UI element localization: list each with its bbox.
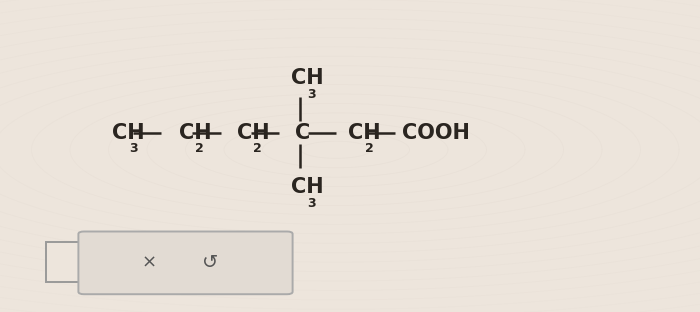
Text: C: C	[295, 123, 311, 143]
Text: 2: 2	[195, 142, 204, 155]
Text: ↺: ↺	[202, 253, 218, 272]
Text: CH: CH	[348, 123, 381, 143]
Text: CH: CH	[290, 177, 323, 197]
Text: 3: 3	[307, 197, 316, 210]
Text: CH: CH	[112, 123, 145, 143]
Text: CH: CH	[290, 68, 323, 88]
Text: CH: CH	[178, 123, 211, 143]
Text: 3: 3	[129, 142, 137, 155]
Text: ×: ×	[141, 254, 157, 272]
Text: CH: CH	[237, 123, 270, 143]
FancyBboxPatch shape	[46, 242, 79, 282]
Text: 2: 2	[365, 142, 374, 155]
Text: COOH: COOH	[402, 123, 470, 143]
FancyBboxPatch shape	[78, 232, 293, 294]
Text: 2: 2	[253, 142, 262, 155]
Text: 3: 3	[307, 88, 316, 101]
